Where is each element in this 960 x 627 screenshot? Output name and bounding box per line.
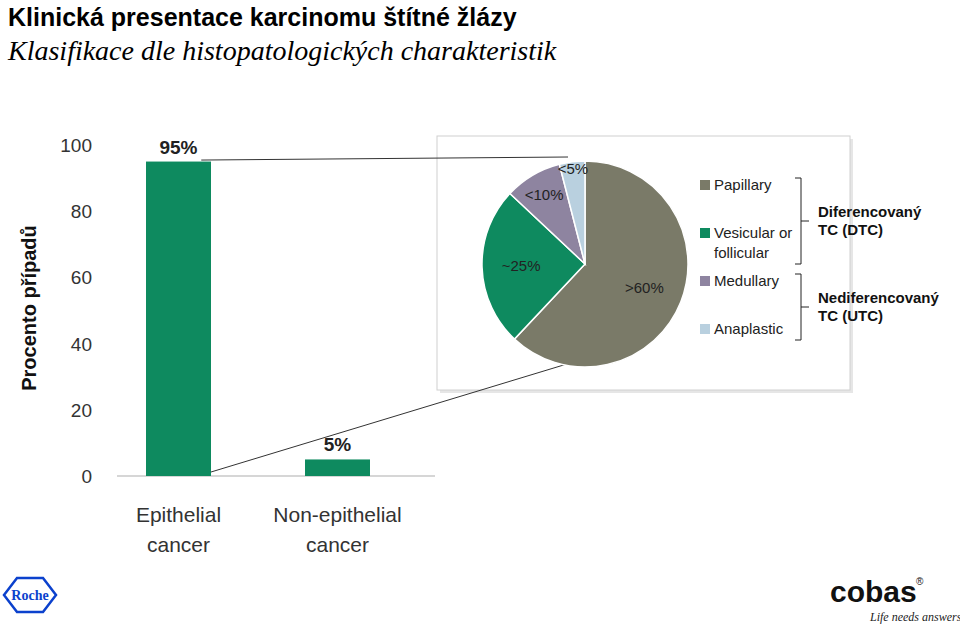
chart-root: Klinická presentace karcinomu štítné žlá…	[0, 0, 960, 627]
panel-frame	[437, 136, 850, 390]
label-line: TC (UTC)	[818, 307, 883, 324]
group-bracket	[795, 178, 809, 264]
label-line: cancer	[306, 533, 369, 556]
label-line: Vesicular or	[714, 224, 792, 241]
group-bracket	[795, 274, 809, 340]
data-label: 5%	[324, 434, 352, 455]
group-label: NediferencovanýTC (UTC)	[818, 289, 940, 324]
bar	[146, 162, 211, 476]
y-tick-label: 80	[71, 201, 92, 222]
legend-label: Anaplastic	[714, 320, 784, 337]
legend-label: Papillary	[714, 176, 772, 193]
y-tick-label: 0	[81, 466, 92, 487]
label-line: Medullary	[714, 272, 780, 289]
label-line: Diferencovaný	[818, 203, 922, 220]
data-label: <10%	[525, 186, 564, 203]
right-logo: cobas	[830, 575, 917, 608]
legend-swatch	[700, 228, 710, 238]
legend-label: Vesicular or follicular	[714, 224, 792, 261]
label-line: Anaplastic	[714, 320, 784, 337]
title: Klinická presentace karcinomu štítné žlá…	[8, 3, 517, 31]
y-tick	[113, 145, 117, 146]
label-line: Epithelial	[136, 503, 221, 526]
y-tick	[113, 409, 117, 410]
zoom-line	[201, 157, 568, 160]
data-label: >60%	[625, 279, 664, 296]
legend-swatch	[700, 276, 710, 286]
subtitle: Klasifikace dle histopatologických chara…	[7, 35, 557, 66]
data-label: 95%	[159, 137, 197, 158]
y-tick-label: 60	[71, 267, 92, 288]
label-line: follicular	[714, 244, 769, 261]
right-logo-mark: ®	[916, 576, 924, 587]
y-tick-label: 100	[60, 135, 92, 156]
x-tick-label: Non-epithelial cancer	[273, 503, 401, 556]
label-line: Papillary	[714, 176, 772, 193]
y-tick	[113, 211, 117, 212]
data-label: <5%	[558, 160, 588, 177]
y-tick-label: 20	[71, 400, 92, 421]
label-line: Non-epithelial	[273, 503, 401, 526]
label-line: Nediferencovaný	[818, 289, 940, 306]
label-line: cancer	[147, 533, 210, 556]
pie-labels: >60% ~25% <10% <5%	[502, 160, 664, 296]
left-logo: Roche	[11, 588, 48, 603]
y-tick	[113, 343, 117, 344]
bars	[146, 162, 370, 476]
legend-swatch	[700, 324, 710, 334]
y-tick	[113, 277, 117, 278]
bar	[305, 459, 370, 476]
tagline: Life needs answers	[869, 610, 960, 624]
data-label: ~25%	[502, 257, 541, 274]
y-tick	[113, 476, 117, 477]
y-axis-label: Procento případů	[18, 225, 40, 391]
zoom-line	[211, 357, 590, 472]
label-line: TC (DTC)	[818, 221, 883, 238]
legend-label: Medullary	[714, 272, 780, 289]
pie	[482, 161, 688, 367]
legend-swatch	[700, 180, 710, 190]
y-tick-label: 40	[71, 334, 92, 355]
group-label: DiferencovanýTC (DTC)	[818, 203, 922, 238]
x-tick-label: Epithelial cancer	[136, 503, 221, 556]
roche-hexagon	[4, 578, 56, 612]
